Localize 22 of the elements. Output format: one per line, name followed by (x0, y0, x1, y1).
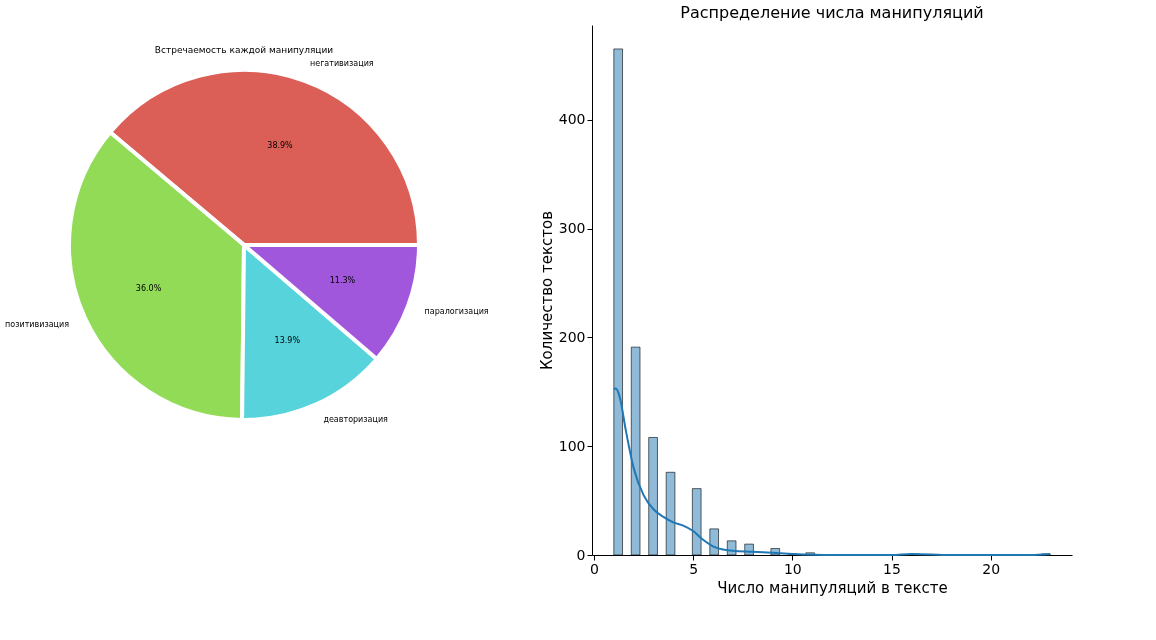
y-tick-label: 400 (558, 111, 586, 128)
x-tick-label: 20 (982, 560, 1001, 577)
data-label: 36.0% (135, 283, 162, 293)
slice-label: паралогизация (424, 306, 489, 316)
x-tick-label: 10 (783, 560, 802, 577)
y-tick-label: 300 (558, 220, 586, 237)
slice-label: позитивизация (5, 320, 70, 330)
data-label: 13.9% (274, 335, 301, 345)
x-axis-title: Число манипуляций в тексте (717, 578, 948, 597)
x-tick-label: 5 (689, 560, 699, 577)
x-tick-label: 0 (590, 560, 599, 577)
slice-label: негативизация (310, 59, 374, 69)
slice-label: деавторизация (323, 415, 389, 425)
y-tick-label: 200 (558, 328, 586, 345)
y-tick-label: 100 (558, 437, 586, 454)
y-axis-title: Количество текстов (537, 210, 556, 371)
y-tick-label: 0 (576, 546, 586, 563)
data-label: 38.9% (267, 141, 294, 151)
chart-title: Встречаемость каждой манипуляции (154, 45, 334, 55)
chart-title: Распределение числа манипуляций (680, 3, 984, 22)
x-tick-label: 15 (883, 560, 901, 577)
data-label: 11.3% (329, 276, 356, 286)
